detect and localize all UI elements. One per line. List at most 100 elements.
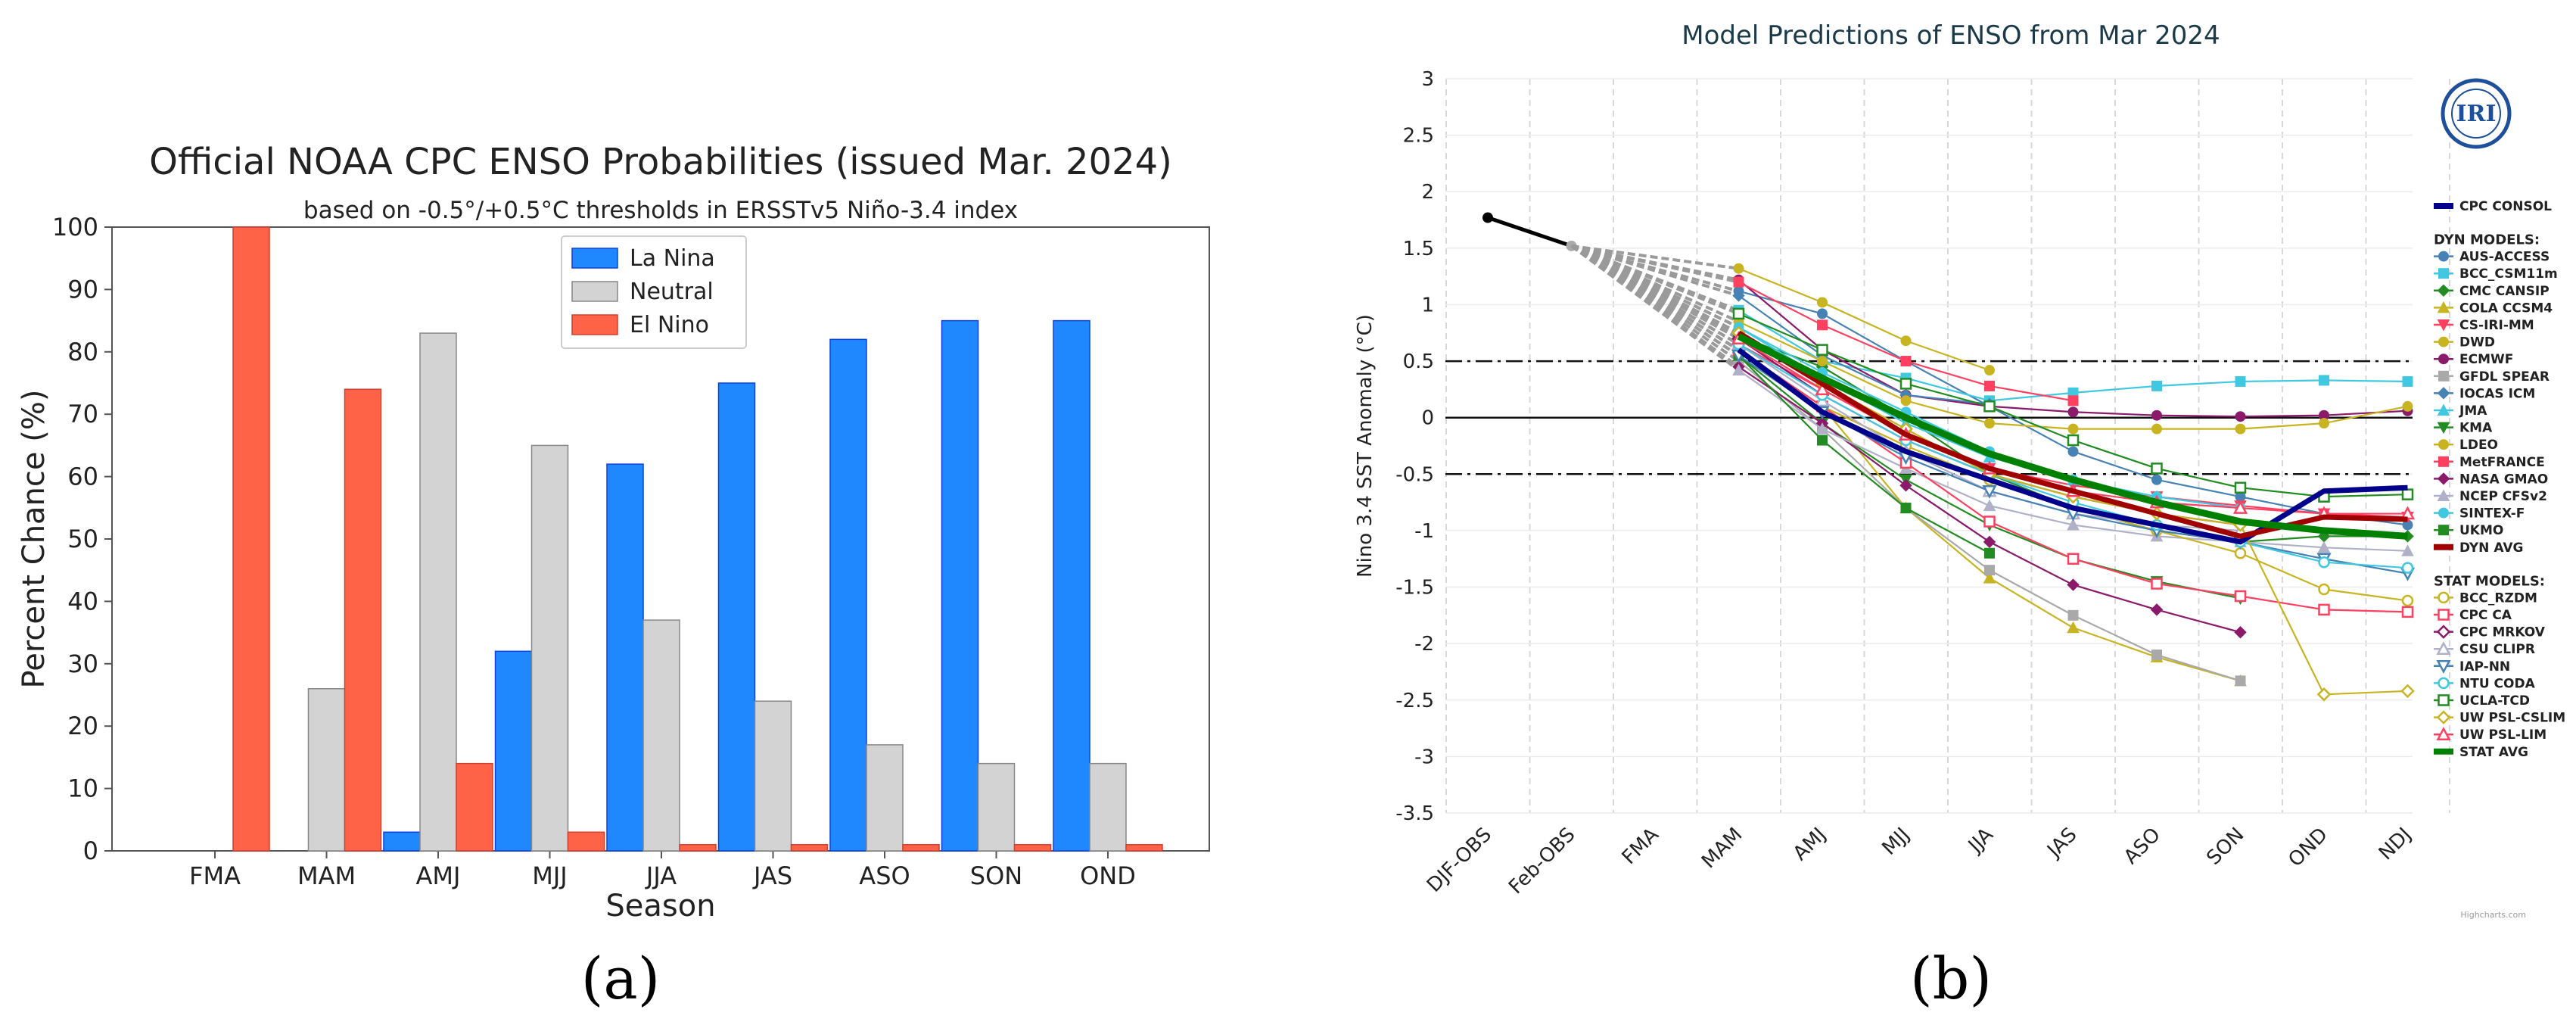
point-gfdl-spear [2235, 675, 2246, 687]
chart-a-xtick-label: JAS [752, 861, 792, 890]
chart-b-ytick-label: -2.5 [1395, 690, 1434, 712]
series-ldeo [1733, 316, 2413, 435]
point-dwd [1900, 335, 1912, 347]
bar-el-nino-mam [344, 388, 382, 852]
legend-label-cola-ccsm4: COLA CCSM4 [2459, 301, 2553, 316]
legend-marker-ntu-coda [2438, 677, 2450, 690]
point-bcc-rzdm [2234, 547, 2247, 559]
point-iap-nn [1982, 484, 1997, 499]
bar-el-nino-aso [902, 844, 940, 852]
legend-label-cpc-mrkov: CPC MRKOV [2459, 625, 2546, 640]
bar-la-nina-jja [606, 463, 644, 852]
connector-iocas-icm [1570, 244, 1740, 297]
point-bcc-csm11m [2319, 375, 2329, 386]
point-ldeo [1900, 395, 1912, 407]
chart-b-xtick-label: JJA [1963, 824, 1998, 858]
series-dyn-avg [1737, 330, 2408, 539]
bar-neutral-ond [1089, 762, 1127, 852]
legend-label-kma: KMA [2459, 421, 2493, 436]
chart-b-xtick-label: FMA [1618, 824, 1663, 869]
chart-a-xtick-label: MJJ [532, 861, 567, 890]
legend-marker-cola-ccsm4 [2437, 301, 2450, 313]
legend-label-nasa-gmao: NASA GMAO [2459, 472, 2548, 487]
chart-b-credits: Highcharts.com [2460, 910, 2526, 920]
chart-a-xtick-label: SON [970, 861, 1022, 890]
legend-marker-aus-access [2438, 251, 2449, 262]
legend-label-ntu-coda: NTU CODA [2459, 676, 2536, 691]
point-aus-access [2067, 446, 2079, 457]
model-predictions-chart: Model Predictions of ENSO from Mar 2024 3… [1354, 20, 2565, 920]
legend-group-stat: STAT MODELS: [2434, 573, 2545, 589]
point-ldeo [2235, 423, 2246, 435]
point-ncep-cfsv2 [2401, 544, 2414, 556]
point-ukmo [1900, 503, 1912, 514]
series-stat-avg [1737, 333, 2408, 540]
legend-marker-cpc-ca [2438, 609, 2450, 621]
chart-a-xtick-label: FMA [189, 861, 241, 890]
connector-metfrance [1571, 244, 1739, 284]
iri-logo-inner [2451, 89, 2501, 139]
point-bcc-csm11m [2151, 380, 2162, 391]
connector-stat-avg [1570, 245, 1740, 338]
iri-logo: IRI [2441, 78, 2512, 149]
bar-neutral-mjj [530, 444, 569, 852]
legend-swatch-la-nina [571, 248, 618, 269]
legend-group-dyn: DYN MODELS: [2434, 232, 2540, 248]
connector-dwd [1571, 244, 1739, 270]
chart-b-xtick-label: SON [2202, 824, 2248, 870]
point-uw-psl-cslim [2400, 684, 2415, 699]
chart-a-ytick-label: 10 [67, 774, 98, 803]
point-ldeo [2151, 423, 2162, 435]
legend-label-la-nina: La Nina [630, 245, 715, 272]
point-cpc-ca [2067, 553, 2080, 565]
bar-el-nino-fma [232, 226, 270, 852]
point-cpc-ca [1983, 516, 1996, 528]
chart-b-xtick-label: NDJ [2375, 824, 2416, 865]
legend-label-dwd: DWD [2459, 335, 2495, 350]
point-iocas-icm [1732, 289, 1745, 302]
bar-la-nina-jas [717, 382, 756, 852]
point-nasa-gmao [2150, 603, 2164, 616]
legend-label-dyn-avg: DYN AVG [2459, 540, 2523, 556]
legend-label-cmc-cansip: CMC CANSIP [2459, 284, 2550, 299]
chart-b-ytick-label: 3 [1421, 68, 1434, 91]
bar-el-nino-son [1013, 844, 1052, 852]
point-ecmwf [2235, 411, 2246, 422]
bar-el-nino-ond [1125, 844, 1163, 852]
point-cpc-ca [2234, 590, 2247, 603]
point-dwd [1733, 263, 1744, 274]
legend-label-bcc-rzdm: BCC_RZDM [2459, 590, 2537, 606]
chart-a-xlabel: Season [605, 889, 715, 924]
legend-label-stat-avg: STAT AVG [2459, 745, 2528, 760]
connector-ncep-cfsv2 [1570, 245, 1740, 372]
legend-label-sintex-f: SINTEX-F [2459, 506, 2525, 522]
point-gfdl-spear [2151, 650, 2162, 661]
point-nasa-gmao [1899, 479, 1912, 492]
point-metfrance [1984, 380, 1995, 391]
point-nasa-gmao [2234, 626, 2247, 639]
point-ldeo [2402, 400, 2413, 412]
series-dwd [1733, 263, 1995, 376]
bar-neutral-jja [642, 619, 680, 852]
point-dwd [1984, 365, 1995, 376]
bar-neutral-aso [866, 744, 904, 852]
point-ldeo [1984, 418, 1995, 429]
point-ldeo [2067, 423, 2079, 435]
legend-label-uw-psl-cslim: UW PSL-CSLIM [2459, 711, 2565, 726]
chart-b-ytick-label: 1.5 [1403, 238, 1434, 260]
legend-marker-bcc-rzdm [2438, 591, 2450, 604]
chart-b-xtick-label: OND [2284, 824, 2332, 872]
series-ucla-tcd [1732, 307, 2414, 503]
bar-la-nina-aso [829, 338, 867, 852]
chart-a-xtick-label: JJA [645, 861, 677, 890]
legend-label-metfrance: MetFRANCE [2459, 455, 2545, 470]
legend-marker-ecmwf [2438, 354, 2449, 365]
legend-marker-kma [2437, 422, 2450, 435]
legend-marker-cs-iri-mm [2437, 319, 2450, 332]
chart-b-xtick-label: JAS [2042, 824, 2081, 863]
legend-label-ldeo: LDEO [2459, 438, 2498, 453]
point-gfdl-spear [2067, 609, 2079, 621]
series-line-stat-avg [1737, 333, 2408, 540]
chart-a-ytick-label: 100 [52, 213, 98, 241]
